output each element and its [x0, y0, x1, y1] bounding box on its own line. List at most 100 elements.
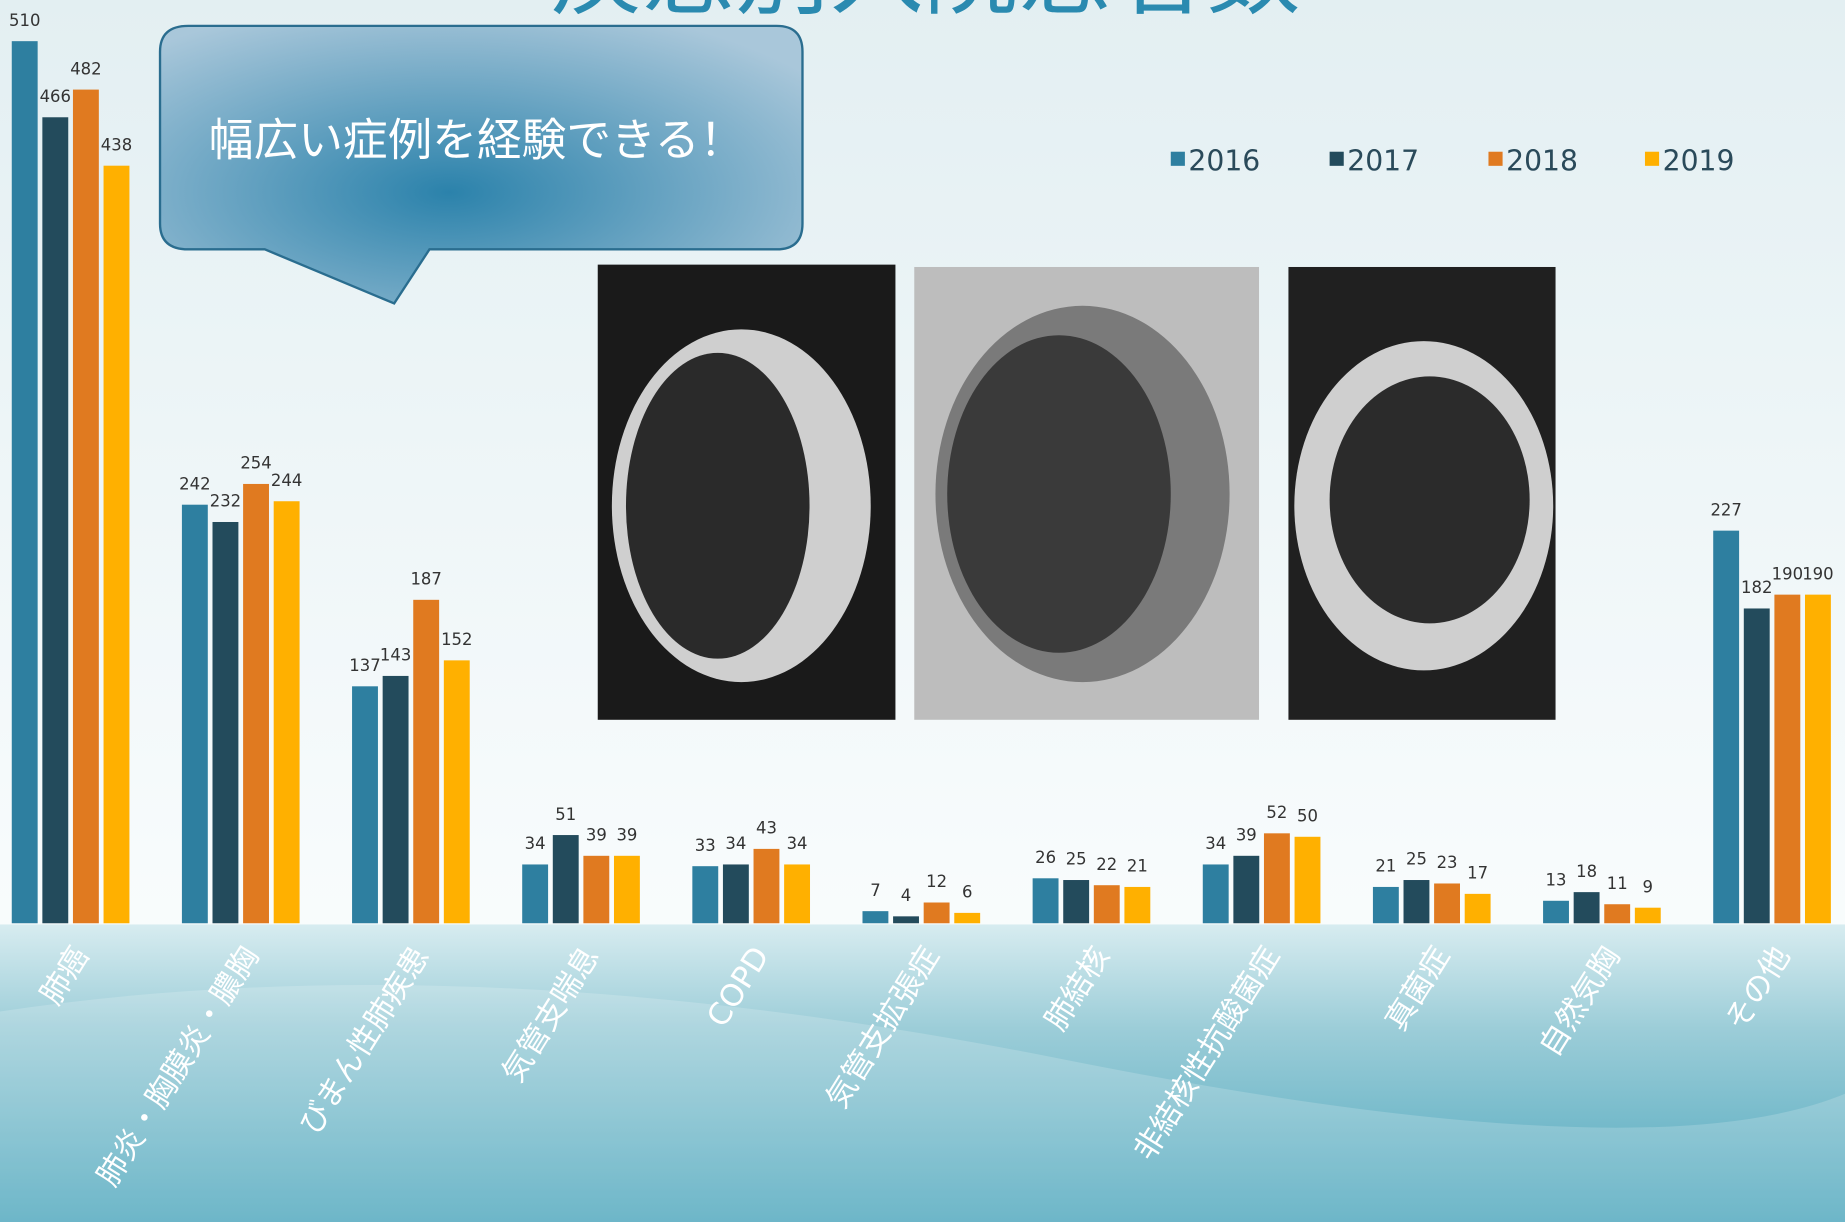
value-label: 182: [1741, 578, 1772, 597]
bar: [1233, 856, 1259, 923]
bar: [352, 686, 378, 923]
value-label: 21: [1375, 857, 1396, 876]
value-label: 438: [101, 135, 132, 154]
value-label: 12: [926, 872, 947, 891]
bar: [1604, 904, 1630, 923]
value-label: 52: [1266, 803, 1287, 822]
bar: [954, 913, 980, 923]
legend-swatch: [1645, 152, 1659, 166]
value-label: 21: [1127, 857, 1148, 876]
value-label: 22: [1096, 855, 1117, 874]
legend-swatch: [1488, 152, 1502, 166]
value-label: 9: [1643, 877, 1653, 896]
bar: [243, 484, 269, 923]
value-label: 39: [1236, 826, 1257, 845]
value-label: 187: [410, 570, 441, 589]
bar: [862, 911, 888, 923]
value-label: 39: [616, 826, 637, 845]
legend-label: 2016: [1188, 145, 1260, 178]
bar: [522, 864, 548, 923]
bar: [42, 117, 68, 923]
value-label: 39: [586, 826, 607, 845]
bar: [754, 849, 780, 923]
bar: [1264, 833, 1290, 923]
value-label: 152: [441, 630, 472, 649]
bar: [723, 864, 749, 923]
legend-swatch: [1330, 152, 1344, 166]
value-label: 143: [380, 646, 411, 665]
legend-label: 2018: [1506, 145, 1578, 178]
bar: [1295, 837, 1321, 923]
value-label: 13: [1546, 870, 1567, 889]
value-label: 190: [1802, 564, 1833, 583]
bar: [213, 522, 239, 923]
value-label: 23: [1437, 853, 1458, 872]
value-label: 25: [1066, 850, 1087, 869]
bar: [692, 866, 718, 923]
value-label: 227: [1710, 500, 1741, 519]
value-label: 244: [271, 471, 302, 490]
bar: [1635, 908, 1661, 924]
bar: [1203, 864, 1229, 923]
value-label: 51: [555, 805, 576, 824]
legend-swatch: [1171, 152, 1185, 166]
bar: [1744, 608, 1770, 923]
value-label: 4: [901, 886, 911, 905]
bar: [1574, 892, 1600, 923]
value-label: 11: [1607, 874, 1628, 893]
value-label: 50: [1297, 806, 1318, 825]
bar: [1094, 885, 1120, 923]
value-label: 254: [240, 454, 271, 473]
value-label: 33: [695, 836, 716, 855]
bar: [784, 864, 810, 923]
chart: 疾患別入院患者数 幅広い症例を経験できる！ 510 242 137 34 33 7 26 34…: [0, 0, 1845, 1222]
value-label: 18: [1576, 862, 1597, 881]
bar: [893, 916, 919, 923]
bar: [413, 600, 439, 923]
bar: [182, 505, 208, 924]
value-label: 482: [70, 59, 101, 78]
bar: [274, 501, 300, 923]
callout-text: 幅広い症例を経験できる！: [209, 114, 744, 166]
value-label: 25: [1406, 850, 1427, 869]
bar: [1713, 531, 1739, 924]
bar: [12, 41, 38, 923]
value-label: 34: [1205, 834, 1226, 853]
bar: [444, 660, 470, 923]
chart-title: 疾患別入院患者数: [547, 0, 1300, 29]
bar: [1434, 883, 1460, 923]
bar: [1465, 894, 1491, 923]
value-label: 190: [1772, 564, 1803, 583]
ct-images: [598, 265, 1556, 720]
value-label: 6: [962, 883, 972, 902]
value-label: 34: [725, 834, 746, 853]
value-label: 43: [756, 819, 777, 838]
bar: [583, 856, 609, 923]
bar: [104, 166, 130, 924]
bar: [1774, 595, 1800, 924]
value-label: 137: [349, 656, 380, 675]
bar: [1063, 880, 1089, 923]
bar: [1543, 901, 1569, 923]
value-label: 7: [870, 881, 880, 900]
bar: [383, 676, 409, 923]
bar: [1373, 887, 1399, 923]
value-label: 466: [40, 87, 71, 106]
bar: [924, 903, 950, 924]
legend-label: 2017: [1347, 145, 1419, 178]
value-label: 510: [9, 11, 40, 30]
bar: [73, 90, 99, 924]
value-label: 232: [210, 492, 241, 511]
bar: [1404, 880, 1430, 923]
bar: [553, 835, 579, 923]
value-label: 34: [787, 834, 808, 853]
value-label: 26: [1035, 848, 1056, 867]
value-label: 242: [179, 474, 210, 493]
value-label: 34: [525, 834, 546, 853]
legend-label: 2019: [1663, 145, 1735, 178]
bar: [1805, 595, 1831, 924]
bar: [1124, 887, 1150, 923]
bar: [614, 856, 640, 923]
bar: [1033, 878, 1059, 923]
value-label: 17: [1467, 864, 1488, 883]
